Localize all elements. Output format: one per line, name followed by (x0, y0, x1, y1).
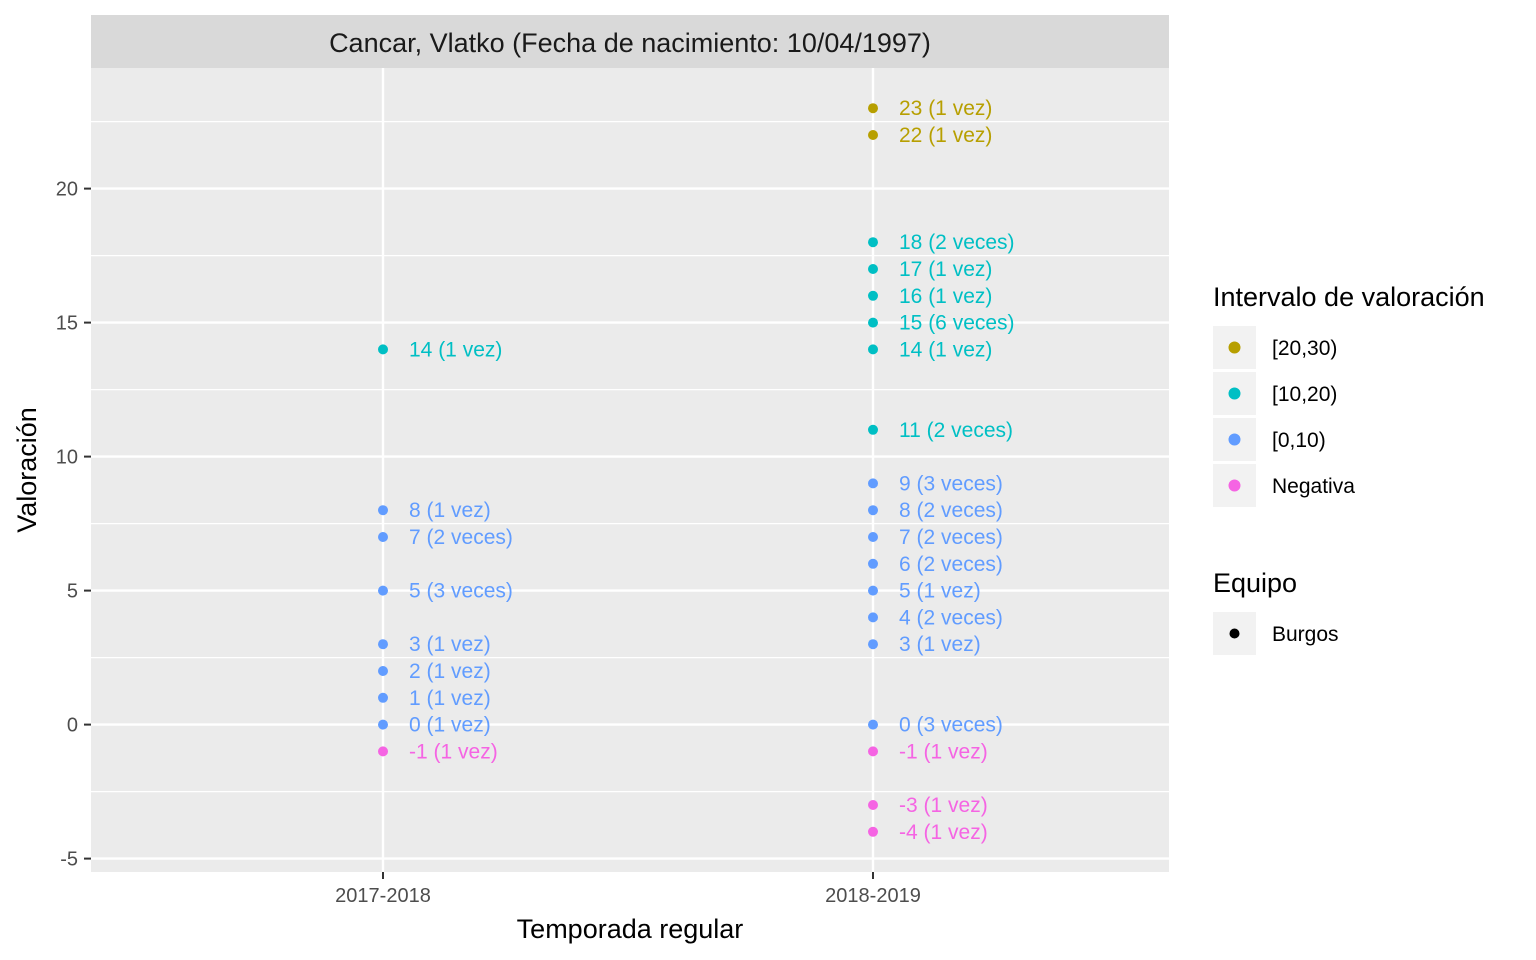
data-label: 16 (1 vez) (899, 285, 992, 308)
data-point (868, 317, 878, 328)
x-tick-label: 2017-2018 (335, 885, 431, 907)
chart-title: Cancar, Vlatko (Fecha de nacimiento: 10/… (329, 28, 931, 58)
legend-label: Negativa (1272, 475, 1355, 498)
data-point (378, 692, 388, 703)
data-point (868, 424, 878, 435)
legend-team-title: Equipo (1213, 568, 1297, 598)
minor-gridlines (91, 120, 1169, 793)
data-point (378, 505, 388, 516)
data-point (868, 344, 878, 355)
data-point (868, 532, 878, 542)
legend-rating-title: Intervalo de valoración (1213, 282, 1485, 312)
data-point (868, 719, 878, 730)
data-point (868, 505, 878, 516)
data-point (868, 103, 878, 114)
data-point (868, 612, 878, 623)
data-point (378, 666, 388, 676)
data-point (868, 478, 878, 489)
data-label: 23 (1 vez) (899, 97, 992, 120)
legend-swatch (1228, 479, 1241, 492)
data-label: 18 (2 veces) (899, 231, 1015, 254)
data-point (868, 290, 878, 301)
data-point (868, 130, 878, 140)
data-point (868, 746, 878, 757)
data-label: 5 (1 vez) (899, 580, 981, 603)
legend-swatch (1229, 628, 1240, 639)
data-label: 22 (1 vez) (899, 124, 992, 147)
legend-team: Equipo Burgos (1213, 568, 1339, 655)
plot-panel (91, 68, 1169, 872)
data-label: 1 (1 vez) (409, 687, 491, 710)
data-point (868, 264, 878, 274)
data-point (378, 719, 388, 730)
data-label: 7 (2 veces) (409, 526, 513, 549)
data-label: 5 (3 veces) (409, 580, 513, 603)
point-labels: 14 (1 vez) 8 (1 vez) 7 (2 veces) 5 (3 veces… (409, 97, 1015, 844)
data-label: -4 (1 vez) (899, 821, 988, 844)
data-label: 6 (2 veces) (899, 553, 1003, 576)
data-label: 17 (1 vez) (899, 258, 992, 281)
data-point (378, 532, 388, 542)
data-point (378, 585, 388, 596)
legend-swatch (1228, 433, 1241, 446)
x-tick-label: 2018-2019 (825, 885, 921, 907)
data-point (868, 639, 878, 650)
data-label: 0 (3 veces) (899, 714, 1003, 737)
legend-label: [0,10) (1272, 429, 1326, 452)
data-label: 0 (1 vez) (409, 714, 491, 737)
data-label: 7 (2 veces) (899, 526, 1003, 549)
data-point (868, 558, 878, 569)
legend-label: [10,20) (1272, 383, 1337, 406)
major-gridlines (91, 68, 1169, 872)
y-tick-label: 20 (56, 179, 78, 201)
data-label: 4 (2 veces) (899, 606, 1003, 629)
data-label: -1 (1 vez) (409, 740, 498, 763)
data-label: 9 (3 veces) (899, 472, 1003, 495)
data-point (868, 237, 878, 248)
data-point (378, 639, 388, 650)
data-point (868, 585, 878, 596)
x-axis: 2017-2018 2018-2019 (335, 872, 921, 907)
legend-swatch (1228, 387, 1241, 400)
y-axis: -5 0 5 10 15 20 (56, 179, 91, 871)
data-label: 3 (1 vez) (899, 633, 981, 656)
facet-strip (91, 15, 1169, 68)
y-tick-label: 15 (56, 313, 78, 335)
legend-label: [20,30) (1272, 337, 1337, 360)
data-label: 14 (1 vez) (409, 338, 502, 361)
data-label: 15 (6 veces) (899, 312, 1015, 335)
legend-swatch (1228, 341, 1241, 354)
legend-label: Burgos (1272, 623, 1339, 646)
x-axis-title: Temporada regular (517, 914, 744, 944)
data-label: 14 (1 vez) (899, 338, 992, 361)
data-label: 11 (2 veces) (899, 419, 1013, 442)
y-tick-label: 0 (67, 715, 78, 737)
data-label: -3 (1 vez) (899, 794, 988, 817)
y-axis-title: Valoración (12, 407, 42, 533)
data-label: 3 (1 vez) (409, 633, 491, 656)
data-label: -1 (1 vez) (899, 740, 988, 763)
data-point (378, 746, 388, 757)
data-points (378, 103, 878, 837)
y-tick-label: 10 (56, 447, 78, 469)
data-label: 2 (1 vez) (409, 660, 491, 683)
y-tick-label: 5 (67, 581, 78, 603)
legend-rating-interval: Intervalo de valoración [20,30) [10,20) [0… (1213, 282, 1485, 507)
data-point (868, 800, 878, 810)
data-label: 8 (1 vez) (409, 499, 491, 522)
y-tick-label: -5 (60, 849, 78, 871)
data-label: 8 (2 veces) (899, 499, 1003, 522)
data-point (378, 344, 388, 355)
data-point (868, 826, 878, 837)
